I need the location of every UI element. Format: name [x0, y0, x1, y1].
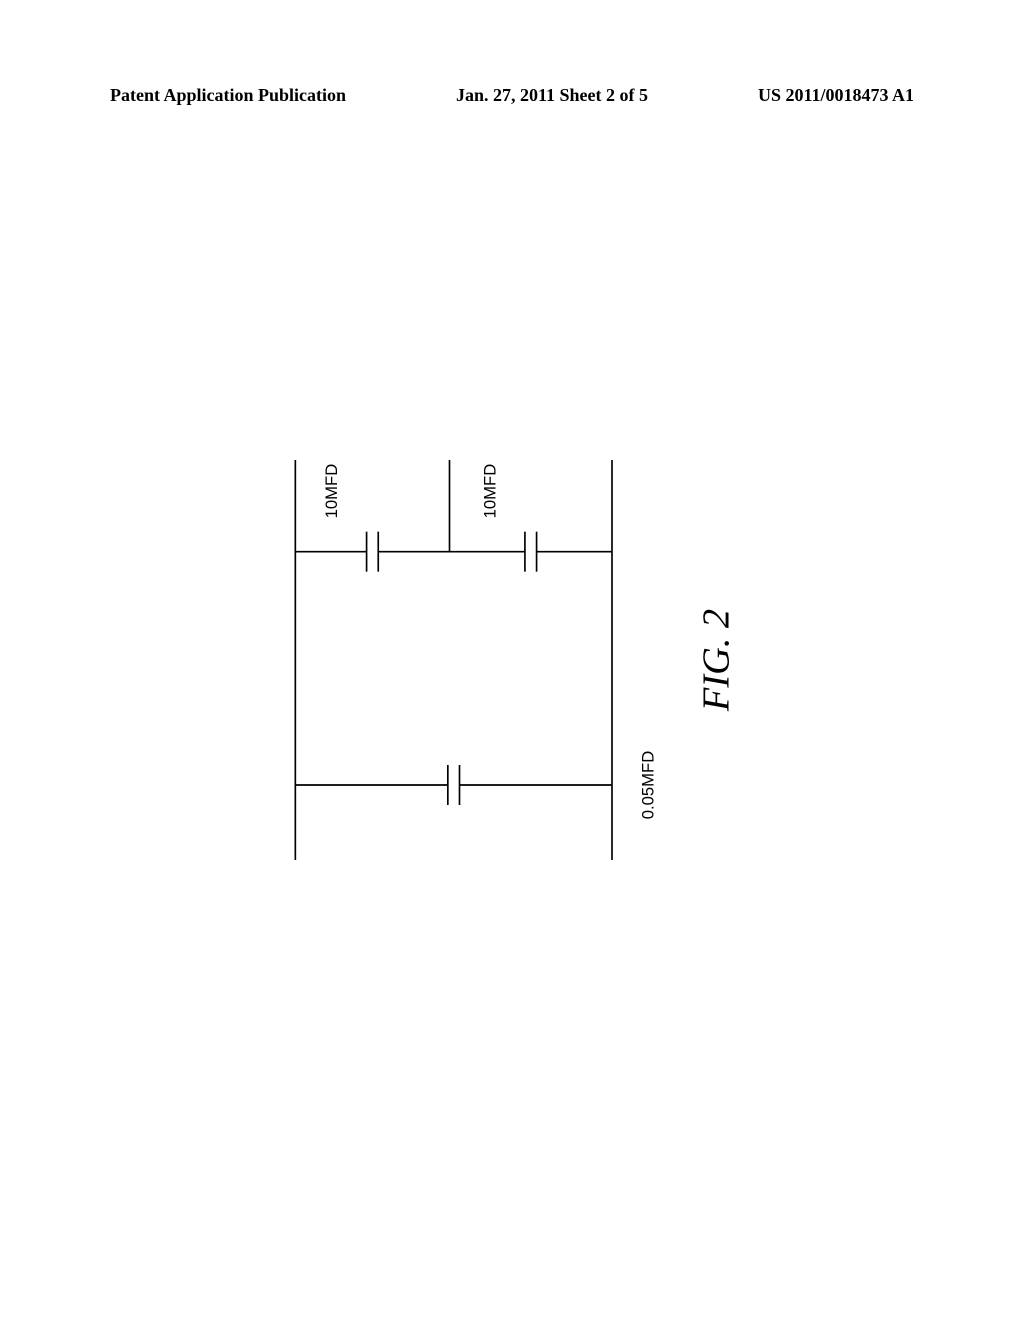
cap-label-c1: 0.05MFD	[639, 751, 658, 820]
circuit-diagram-container: 0.05MFD 10MFD 10MFD FIG. 2	[262, 360, 762, 960]
patent-header: Patent Application Publication Jan. 27, …	[0, 85, 1024, 106]
header-right: US 2011/0018473 A1	[758, 85, 914, 106]
circuit-group: 0.05MFD 10MFD 10MFD	[295, 460, 657, 860]
header-center: Jan. 27, 2011 Sheet 2 of 5	[456, 85, 648, 106]
cap-label-c3: 10MFD	[480, 464, 499, 519]
figure-label: FIG. 2	[696, 609, 738, 712]
circuit-svg: 0.05MFD 10MFD 10MFD FIG. 2	[262, 360, 762, 960]
header-left: Patent Application Publication	[110, 85, 346, 106]
cap-label-c2: 10MFD	[322, 464, 341, 519]
